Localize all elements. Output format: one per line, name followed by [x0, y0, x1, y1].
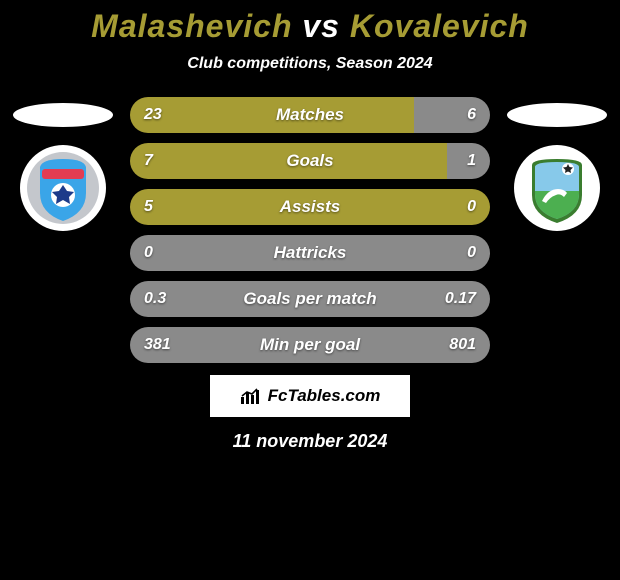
right-team-crest [514, 145, 600, 231]
left-ellipse [13, 103, 113, 127]
brand-box[interactable]: FcTables.com [210, 375, 410, 417]
left-side [8, 97, 118, 231]
stat-label: Assists [130, 197, 490, 217]
stat-row: 5Assists0 [130, 189, 490, 225]
stat-row: 381Min per goal801 [130, 327, 490, 363]
stats-column: 23Matches67Goals15Assists00Hattricks00.3… [130, 97, 490, 363]
stat-right-value: 801 [449, 336, 476, 354]
title-vs: vs [292, 8, 349, 44]
date-line: 11 november 2024 [0, 431, 620, 452]
crest-right-icon [514, 145, 600, 231]
brand-text: FcTables.com [268, 386, 381, 406]
stat-label: Goals per match [130, 289, 490, 309]
stat-right-value: 0 [467, 198, 476, 216]
page-title: Malashevich vs Kovalevich [0, 8, 620, 45]
stat-label: Hattricks [130, 243, 490, 263]
stat-label: Goals [130, 151, 490, 171]
stat-right-value: 0.17 [445, 290, 476, 308]
title-left: Malashevich [91, 8, 292, 44]
stat-row: 7Goals1 [130, 143, 490, 179]
stat-label: Min per goal [130, 335, 490, 355]
stat-label: Matches [130, 105, 490, 125]
crest-left-icon [20, 145, 106, 231]
title-right: Kovalevich [350, 8, 529, 44]
stat-right-value: 0 [467, 244, 476, 262]
stat-row: 0.3Goals per match0.17 [130, 281, 490, 317]
right-side [502, 97, 612, 231]
chart-icon [240, 387, 262, 405]
left-team-crest [20, 145, 106, 231]
subtitle: Club competitions, Season 2024 [0, 55, 620, 73]
stat-row: 0Hattricks0 [130, 235, 490, 271]
right-ellipse [507, 103, 607, 127]
stat-right-value: 6 [467, 106, 476, 124]
main-row: 23Matches67Goals15Assists00Hattricks00.3… [0, 97, 620, 363]
stat-right-value: 1 [467, 152, 476, 170]
stat-row: 23Matches6 [130, 97, 490, 133]
